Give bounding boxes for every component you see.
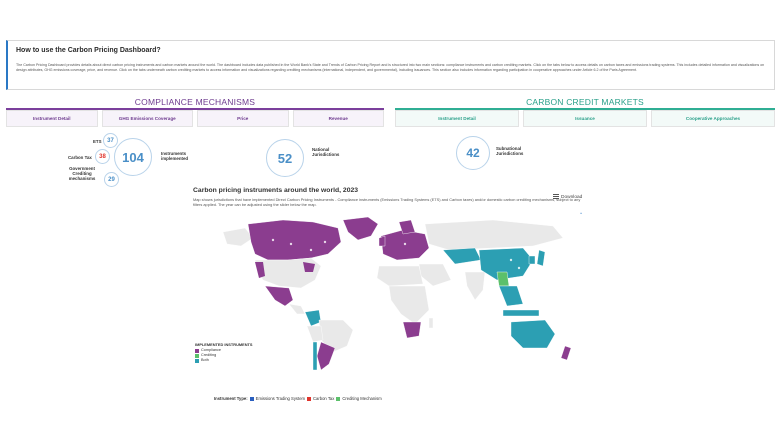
map-region-middle-east [418, 263, 452, 287]
ets-count: 37 [107, 137, 114, 144]
map-region-argentina [316, 341, 336, 371]
credit-heading: CARBON CREDIT MARKETS [526, 97, 644, 107]
gov-crediting-count-circle: 29 [104, 172, 119, 187]
national-jurisdictions-circle: 52 [266, 139, 304, 177]
map-region-india [464, 271, 486, 301]
map-title: Carbon pricing instruments around the wo… [193, 187, 359, 194]
instrument-type-filter: Instrument Type: Emissions Trading Syste… [214, 396, 382, 401]
map-region-central-africa [388, 285, 430, 325]
map-region-usa [254, 257, 322, 289]
crediting-mechanism-swatch[interactable] [336, 396, 341, 401]
tab-issuance[interactable]: Issuance [523, 110, 647, 127]
instrument-type-carbon-tax[interactable]: Carbon Tax [313, 396, 335, 401]
info-title: How to use the Carbon Pricing Dashboard? [16, 47, 161, 54]
gov-crediting-count: 29 [108, 176, 115, 183]
legend-both-label: Both [201, 358, 209, 363]
map-marker [517, 266, 521, 270]
carbon-tax-count: 38 [99, 153, 106, 160]
credit-rule [395, 108, 775, 110]
carbon-tax-swatch[interactable] [307, 396, 312, 401]
subnational-jurisdictions-label: Subnational Jurisdictions [496, 146, 524, 157]
download-icon [553, 194, 559, 201]
national-jurisdictions-count: 52 [277, 150, 293, 166]
instrument-type-crediting[interactable]: Crediting Mechanism [342, 396, 382, 401]
compliance-rule [6, 108, 384, 110]
map-marker [271, 238, 275, 242]
carbon-tax-count-circle: 38 [95, 149, 110, 164]
map-legend: IMPLEMENTED INSTRUMENTS Compliance Credi… [195, 342, 265, 370]
tab-credit-instrument-detail[interactable]: Instrument Detail [395, 110, 519, 127]
both-swatch [195, 359, 199, 363]
map-region-chile [312, 341, 318, 371]
map-region-colombia [304, 309, 322, 327]
compliance-swatch [195, 348, 199, 353]
tab-ghg-emissions-coverage[interactable]: GHG Emissions Coverage [101, 110, 193, 127]
map-description: Map shows jurisdictions that have implem… [193, 197, 581, 208]
map-region-indonesia [502, 309, 540, 317]
credit-tabs: Instrument Detail Issuance Cooperative A… [395, 110, 775, 127]
tab-revenue[interactable]: Revenue [292, 110, 384, 127]
instruments-total-circle: 104 [114, 138, 152, 176]
map-marker [323, 240, 327, 244]
download-button[interactable]: Download [553, 194, 582, 201]
map-region-alaska [222, 227, 254, 247]
map-marker [403, 242, 407, 246]
map-region-kazakhstan [442, 247, 482, 265]
crediting-swatch [195, 353, 199, 358]
map-region-new-zealand [560, 345, 572, 361]
map-region-japan [536, 249, 546, 267]
legend-compliance-label: Compliance [201, 348, 222, 352]
instrument-type-label: Instrument Type: [214, 396, 248, 401]
compliance-heading: COMPLIANCE MECHANISMS [134, 97, 256, 107]
ets-label: ETS [93, 139, 102, 144]
map-region-korea [528, 255, 536, 265]
gov-crediting-label: Government Crediting mechanisms [68, 166, 96, 182]
legend-item-crediting: Crediting [195, 353, 265, 358]
ets-count-circle: 37 [103, 133, 118, 148]
download-label: Download [561, 195, 583, 200]
map-marker [309, 248, 313, 252]
compliance-tabs: Instrument Detail GHG Emissions Coverage… [6, 110, 384, 127]
tab-cooperative-approaches[interactable]: Cooperative Approaches [651, 110, 775, 127]
map-region-uk [378, 235, 386, 247]
map-region-russia [424, 219, 564, 251]
legend-item-both: Both [195, 358, 265, 363]
legend-title: IMPLEMENTED INSTRUMENTS [195, 342, 253, 347]
tab-instrument-detail[interactable]: Instrument Detail [6, 110, 98, 127]
info-text: The Carbon Pricing Dashboard provides de… [16, 63, 765, 73]
map-region-north-africa [376, 265, 424, 287]
map-region-mexico [264, 285, 294, 307]
dashboard-info-box: How to use the Carbon Pricing Dashboard?… [6, 40, 775, 90]
map-region-australia [510, 319, 556, 349]
subnational-jurisdictions-count: 42 [466, 146, 480, 160]
ets-swatch[interactable] [249, 396, 254, 401]
map-region-greenland [342, 216, 379, 241]
legend-item-compliance: Compliance [195, 348, 265, 353]
instruments-total: 104 [122, 149, 144, 165]
map-region-peru [306, 325, 324, 343]
map-region-usa-east [303, 262, 315, 272]
map-region-south-africa [402, 321, 422, 339]
legend-crediting-label: Crediting [201, 353, 217, 358]
map-region-canada [247, 219, 342, 261]
map-region-scandinavia [398, 219, 416, 235]
subnational-jurisdictions-circle: 42 [456, 136, 490, 170]
instruments-total-label: Instruments implemented [161, 151, 189, 162]
map-region-china-crediting [496, 271, 510, 287]
map-region-china [478, 247, 534, 281]
carbon-tax-label: Carbon Tax [68, 155, 92, 160]
national-jurisdictions-label: National Jurisdictions [312, 147, 340, 158]
map-region-madagascar [428, 317, 434, 329]
map-region-usa-west [255, 262, 265, 278]
map-region-southeast-asia [498, 285, 524, 307]
map-region-central-america [288, 303, 306, 315]
instrument-type-ets[interactable]: Emissions Trading System [255, 396, 306, 401]
tab-price[interactable]: Price [197, 110, 289, 127]
map-marker [509, 258, 513, 262]
map-marker [289, 242, 293, 246]
